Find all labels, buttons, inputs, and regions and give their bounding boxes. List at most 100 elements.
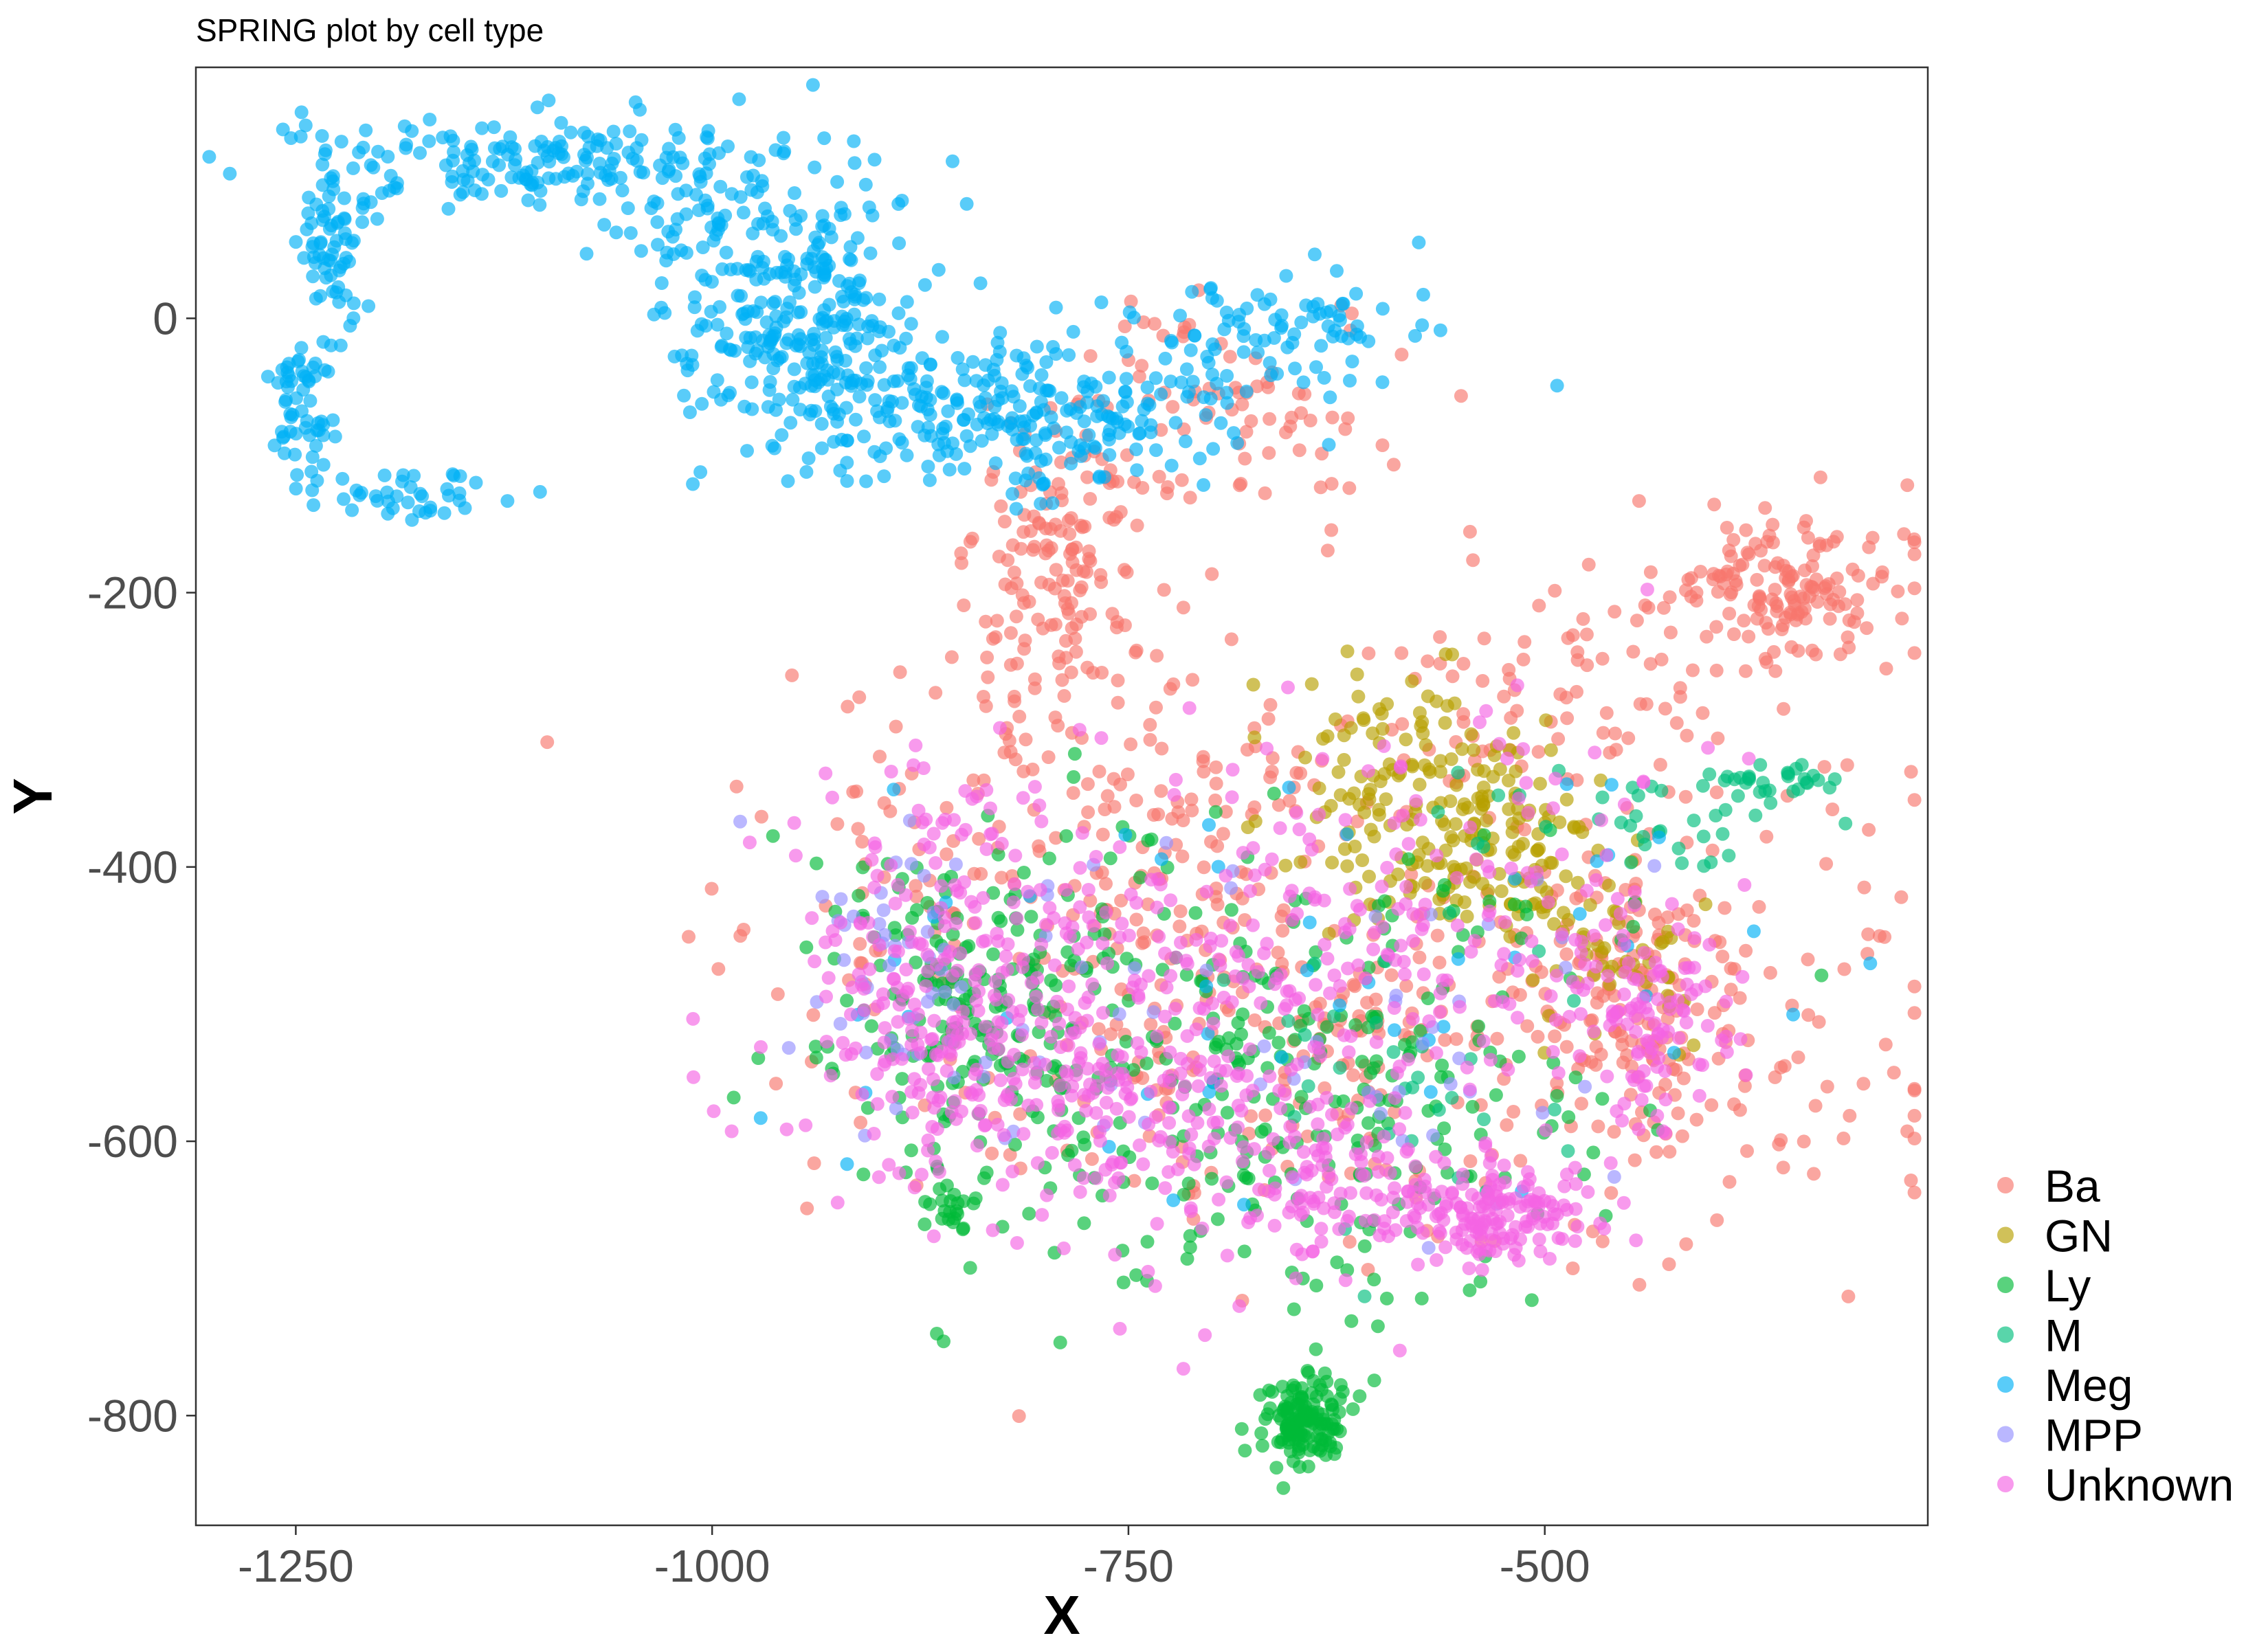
data-point <box>1082 428 1096 442</box>
data-point <box>1759 829 1774 844</box>
data-point <box>1083 1077 1097 1092</box>
data-point <box>1149 700 1163 715</box>
data-point <box>940 800 954 815</box>
data-point <box>744 183 759 197</box>
data-point <box>665 229 680 244</box>
data-point <box>1127 475 1142 489</box>
data-point <box>1224 881 1238 895</box>
data-point <box>597 218 612 232</box>
data-point <box>1315 1407 1330 1422</box>
data-point <box>1016 351 1031 366</box>
data-point <box>1054 1040 1068 1054</box>
data-point <box>1733 1103 1747 1117</box>
data-point <box>1501 1062 1515 1077</box>
data-point <box>1594 773 1608 787</box>
data-point <box>1717 774 1732 787</box>
data-point <box>966 773 981 787</box>
data-point <box>1006 895 1021 910</box>
data-point <box>1191 1079 1205 1093</box>
data-point <box>1019 732 1033 747</box>
data-point <box>1216 973 1231 987</box>
data-point <box>942 1045 957 1059</box>
data-point <box>909 955 923 969</box>
data-point <box>1142 1117 1156 1132</box>
data-point <box>1065 1143 1079 1158</box>
data-point <box>1010 1236 1024 1250</box>
data-point <box>309 197 324 212</box>
data-point <box>825 924 840 938</box>
data-point <box>1689 1112 1704 1127</box>
data-point <box>811 238 825 252</box>
data-point <box>679 207 693 221</box>
data-point <box>1346 1402 1360 1416</box>
data-point <box>872 917 887 931</box>
data-point <box>1337 842 1352 856</box>
data-point <box>711 962 726 976</box>
data-point <box>315 157 330 172</box>
data-point <box>623 226 638 240</box>
data-point <box>830 353 845 368</box>
data-point <box>1308 893 1322 907</box>
data-point <box>973 276 988 291</box>
data-point <box>1146 1005 1161 1019</box>
data-point <box>693 175 708 189</box>
data-point <box>1476 877 1490 891</box>
data-point <box>1862 822 1876 837</box>
data-point <box>859 474 874 489</box>
data-point <box>1073 900 1087 915</box>
data-point <box>381 506 395 521</box>
data-point <box>1302 832 1317 846</box>
data-point <box>1196 750 1210 764</box>
data-point <box>983 1033 998 1047</box>
data-point <box>1602 878 1616 893</box>
data-point <box>1168 950 1183 965</box>
data-point <box>855 1087 869 1101</box>
data-point <box>745 402 759 416</box>
data-point <box>1276 1481 1291 1495</box>
data-point <box>1492 737 1507 751</box>
data-point <box>873 449 887 463</box>
data-point <box>1152 930 1166 944</box>
data-point <box>446 153 460 168</box>
data-point <box>871 1170 886 1185</box>
data-point <box>1038 452 1053 467</box>
data-point <box>800 257 814 271</box>
data-point <box>1544 743 1558 757</box>
data-point <box>1065 542 1080 557</box>
legend-key-ly <box>1997 1277 2014 1293</box>
data-point <box>898 888 913 902</box>
data-point <box>1333 979 1347 993</box>
data-point <box>1278 858 1293 873</box>
data-point <box>679 246 693 260</box>
data-point <box>1710 1213 1724 1227</box>
data-point <box>1680 903 1694 917</box>
legend-key-ba <box>1997 1177 2014 1193</box>
data-point <box>609 225 623 240</box>
data-point <box>1471 1019 1486 1033</box>
data-point <box>1146 808 1161 822</box>
data-point <box>1135 359 1149 373</box>
data-point <box>475 187 489 201</box>
data-point <box>751 1051 766 1065</box>
data-point <box>852 317 866 332</box>
data-point <box>1436 1020 1451 1034</box>
data-point <box>682 930 696 944</box>
data-point <box>726 1090 741 1105</box>
data-point <box>615 183 630 198</box>
data-point <box>1832 599 1846 614</box>
data-point <box>1532 944 1546 958</box>
data-point <box>1723 587 1737 602</box>
data-point <box>1596 726 1610 740</box>
x-tick-label: -500 <box>1500 1540 1590 1591</box>
data-point <box>1444 830 1458 844</box>
data-point <box>445 169 459 183</box>
data-point <box>1263 697 1278 712</box>
data-point <box>1904 765 1918 779</box>
data-point <box>1359 1135 1374 1149</box>
data-point <box>1467 743 1481 757</box>
data-point <box>592 192 607 206</box>
data-point <box>554 115 568 130</box>
data-point <box>857 429 871 444</box>
data-point <box>1519 776 1533 790</box>
data-point <box>1626 919 1641 934</box>
